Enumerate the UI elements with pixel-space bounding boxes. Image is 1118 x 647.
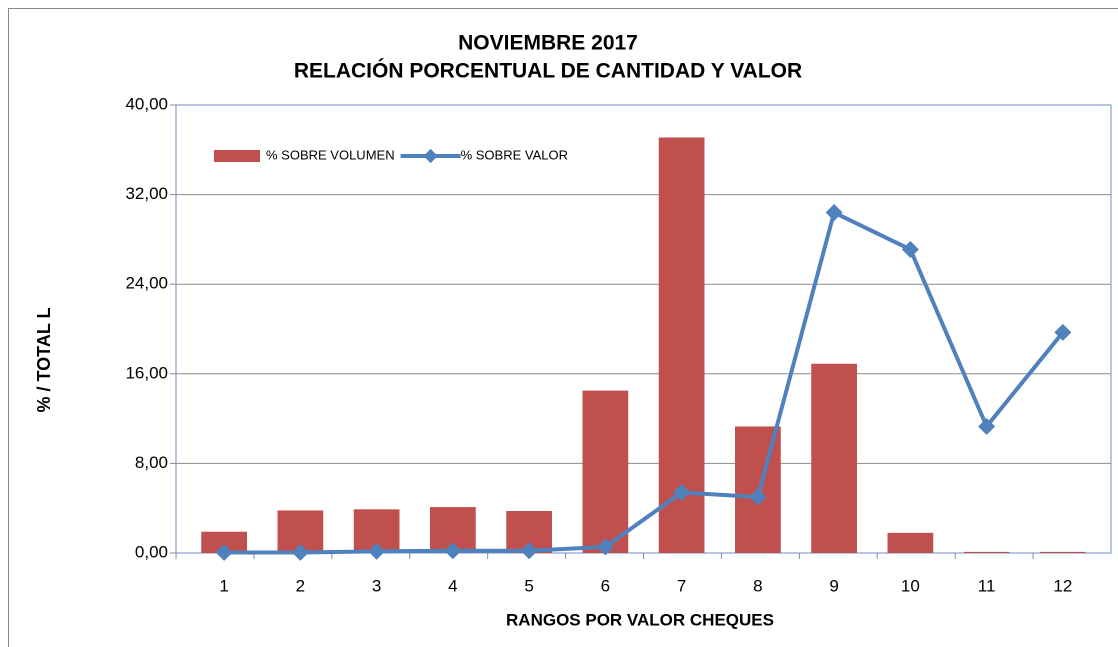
legend-label: % SOBRE VOLUMEN <box>266 147 395 162</box>
marker <box>291 543 309 561</box>
marker <box>215 543 233 561</box>
x-tick-label: 3 <box>372 576 381 595</box>
bar <box>963 551 1010 553</box>
bar <box>582 390 629 553</box>
y-tick-label: 32,00 <box>125 184 168 203</box>
marker <box>673 484 691 502</box>
x-tick-label: 11 <box>978 576 996 595</box>
x-tick-label: 10 <box>901 576 920 595</box>
x-tick-label: 1 <box>219 576 228 595</box>
x-tick-label: 9 <box>829 576 838 595</box>
x-axis-label: RANGOS POR VALOR CHEQUES <box>506 610 774 629</box>
marker <box>444 542 462 560</box>
y-tick-label: 0,00 <box>135 542 168 561</box>
y-tick-label: 8,00 <box>135 453 168 472</box>
y-axis-label: % / TOTAL L <box>34 307 54 412</box>
x-tick-label: 4 <box>448 576 457 595</box>
line <box>224 210 1065 555</box>
y-tick-label: 24,00 <box>125 274 168 293</box>
x-tick-label: 7 <box>677 576 686 595</box>
marker <box>520 542 538 560</box>
marker <box>901 240 919 258</box>
marker <box>825 204 843 222</box>
bar <box>201 531 247 553</box>
y-tick-label: 40,00 <box>125 94 168 113</box>
bar <box>1040 551 1086 553</box>
x-tick-label: 12 <box>1053 576 1072 595</box>
x-tick-label: 6 <box>601 576 610 595</box>
marker <box>596 538 614 556</box>
bar <box>811 363 857 553</box>
y-tick-label: 16,00 <box>125 363 168 382</box>
bar <box>658 137 705 554</box>
chart-subtitle: RELACIÓN PORCENTUAL DE CANTIDAD Y VALOR <box>294 59 802 83</box>
chart-title: NOVIEMBRE 2017 <box>458 32 638 55</box>
x-tick-label: 2 <box>296 576 305 595</box>
bar <box>887 532 934 553</box>
legend-swatch <box>214 150 260 162</box>
x-tick-label: 8 <box>753 576 762 595</box>
x-tick-label: 5 <box>524 576 533 595</box>
legend-marker <box>423 148 438 164</box>
chart-border <box>8 8 1118 647</box>
marker <box>749 488 767 506</box>
marker <box>978 417 996 435</box>
legend-label: % SOBRE VALOR <box>461 147 568 162</box>
marker <box>368 542 386 560</box>
